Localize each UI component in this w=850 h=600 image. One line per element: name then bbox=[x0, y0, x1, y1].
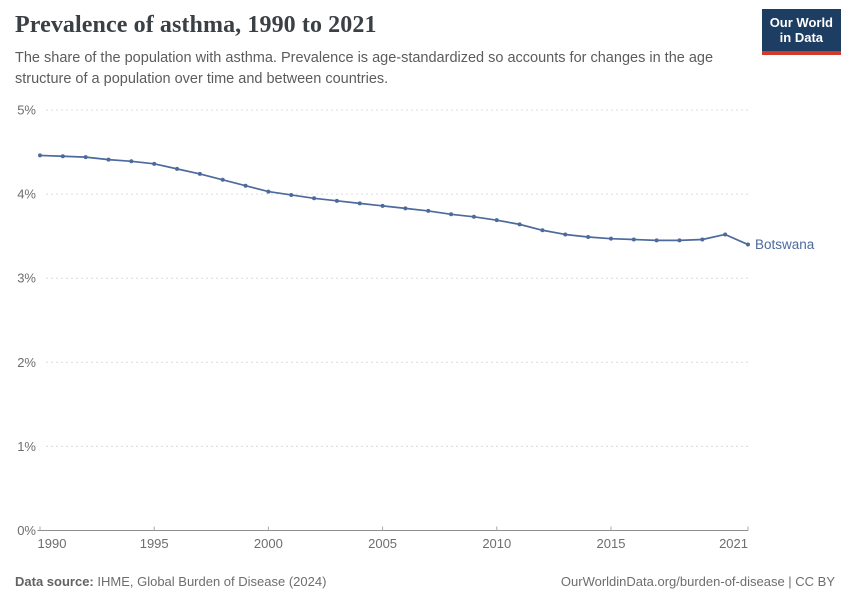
series-label-botswana[interactable]: Botswana bbox=[755, 237, 815, 252]
x-axis-tick-label: 2000 bbox=[254, 536, 283, 551]
data-point[interactable] bbox=[357, 201, 362, 206]
data-point[interactable] bbox=[654, 238, 659, 243]
data-point[interactable] bbox=[471, 214, 476, 219]
y-axis-tick-label: 0% bbox=[17, 523, 36, 538]
owid-logo[interactable]: Our World in Data bbox=[761, 9, 841, 55]
data-point[interactable] bbox=[129, 159, 134, 164]
data-point[interactable] bbox=[152, 161, 157, 166]
data-point[interactable] bbox=[540, 228, 545, 233]
owid-credit-link[interactable]: OurWorldinData.org/burden-of-disease | C… bbox=[560, 574, 835, 589]
data-point[interactable] bbox=[494, 218, 499, 223]
series-line-botswana[interactable] bbox=[39, 154, 749, 246]
chart-footer: Data source: IHME, Global Burden of Dise… bbox=[15, 574, 835, 589]
data-point[interactable] bbox=[426, 208, 431, 213]
data-point[interactable] bbox=[106, 157, 111, 162]
y-axis-tick-label: 4% bbox=[17, 187, 36, 202]
data-source-text: IHME, Global Burden of Disease (2024) bbox=[93, 574, 327, 589]
chart-subtitle: The share of the population with asthma.… bbox=[15, 50, 714, 88]
data-point[interactable] bbox=[586, 234, 591, 239]
x-axis-tick-label: 2005 bbox=[368, 536, 397, 551]
data-point[interactable] bbox=[266, 189, 271, 194]
data-point[interactable] bbox=[243, 183, 248, 188]
data-point[interactable] bbox=[517, 222, 522, 227]
data-point[interactable] bbox=[677, 238, 682, 243]
chart-title: Prevalence of asthma, 1990 to 2021 bbox=[15, 12, 377, 38]
x-axis-tick-label: 2015 bbox=[597, 536, 626, 551]
data-point[interactable] bbox=[403, 206, 408, 211]
data-point[interactable] bbox=[197, 171, 202, 176]
data-point[interactable] bbox=[220, 177, 225, 182]
data-point[interactable] bbox=[700, 237, 705, 242]
data-point[interactable] bbox=[449, 212, 454, 217]
data-point[interactable] bbox=[746, 242, 750, 247]
data-point[interactable] bbox=[312, 196, 317, 201]
data-point[interactable] bbox=[175, 166, 180, 171]
data-point[interactable] bbox=[631, 237, 636, 242]
chart-header: Prevalence of asthma, 1990 to 2021 The s… bbox=[15, 12, 755, 90]
data-point[interactable] bbox=[38, 153, 42, 158]
data-point[interactable] bbox=[334, 198, 339, 203]
data-point[interactable] bbox=[289, 192, 294, 197]
x-axis-tick-label: 2010 bbox=[482, 536, 511, 551]
data-point[interactable] bbox=[380, 203, 385, 208]
data-point[interactable] bbox=[83, 155, 88, 160]
y-axis-tick-label: 2% bbox=[17, 355, 36, 370]
data-point[interactable] bbox=[60, 154, 65, 159]
y-axis-tick-label: 3% bbox=[17, 271, 36, 286]
x-axis-tick-label: 1990 bbox=[38, 536, 67, 551]
data-point[interactable] bbox=[608, 236, 613, 241]
data-point[interactable] bbox=[723, 232, 728, 237]
x-axis-tick-label: 1995 bbox=[140, 536, 169, 551]
data-point[interactable] bbox=[563, 232, 568, 237]
y-axis-tick-label: 1% bbox=[17, 439, 36, 454]
x-axis-tick-label: 2021 bbox=[719, 536, 748, 551]
owid-logo-line2: in Data bbox=[779, 30, 824, 46]
owid-logo-line1: Our World bbox=[769, 15, 833, 30]
y-axis-tick-label: 5% bbox=[17, 103, 36, 118]
data-source-label: Data source: bbox=[15, 574, 94, 589]
data-source-note: Data source: IHME, Global Burden of Dise… bbox=[15, 574, 326, 589]
